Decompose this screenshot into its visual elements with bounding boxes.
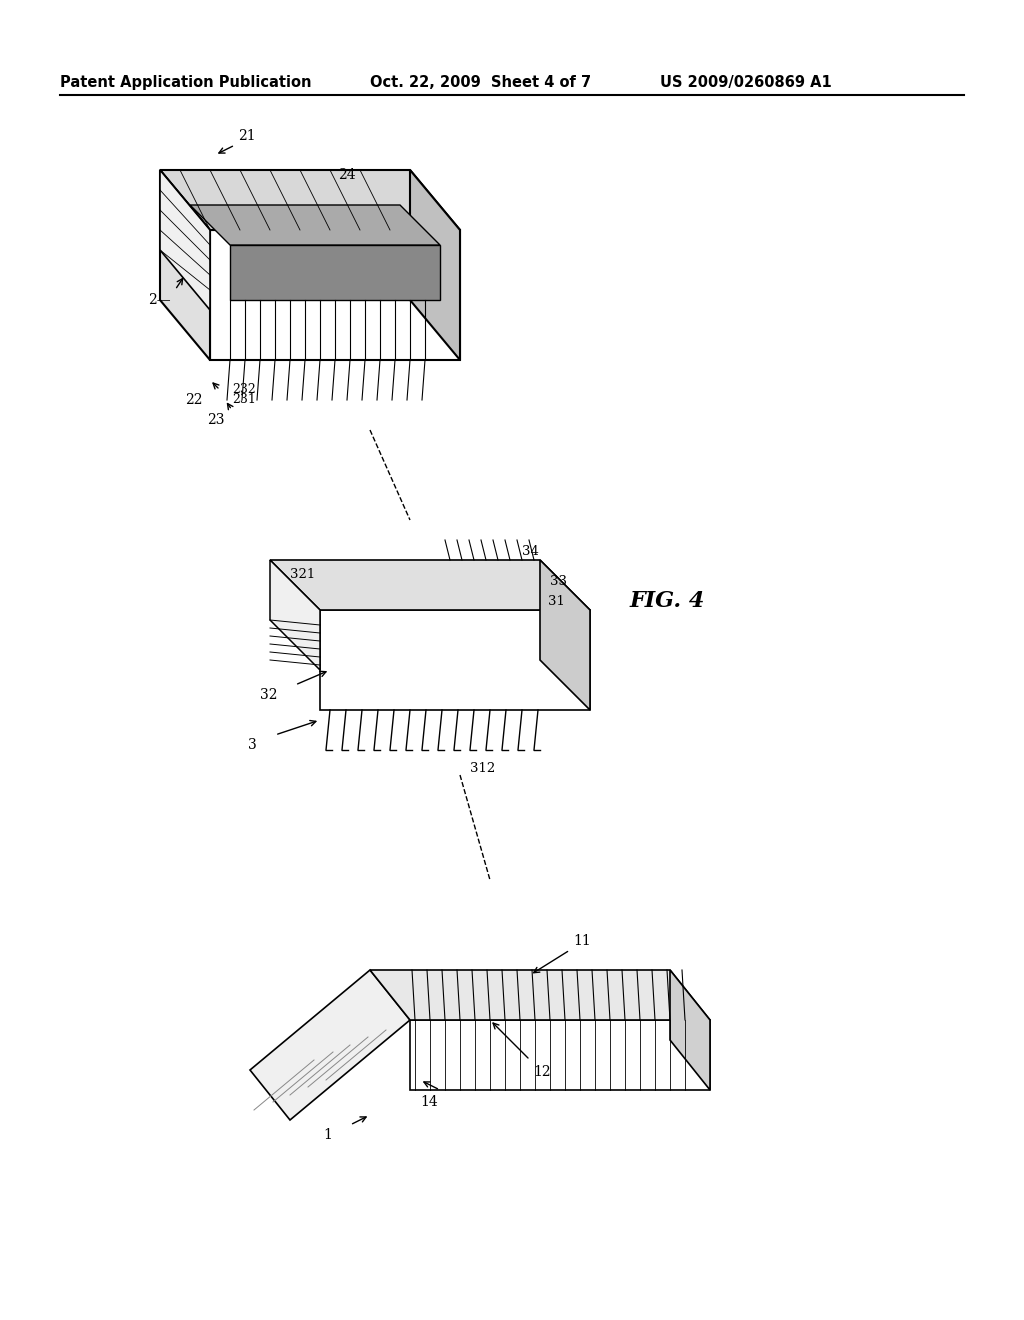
Text: 32: 32 xyxy=(260,688,278,702)
Text: 1: 1 xyxy=(323,1129,332,1142)
Polygon shape xyxy=(210,230,460,360)
Text: 34: 34 xyxy=(522,545,539,558)
Polygon shape xyxy=(270,560,319,671)
Text: 231: 231 xyxy=(232,393,256,407)
Polygon shape xyxy=(160,170,210,310)
Text: 31: 31 xyxy=(548,595,565,609)
Text: 24: 24 xyxy=(338,168,355,182)
Text: Patent Application Publication: Patent Application Publication xyxy=(60,75,311,90)
Text: 21: 21 xyxy=(238,129,256,143)
Polygon shape xyxy=(410,1020,710,1090)
Text: 23: 23 xyxy=(207,413,224,426)
Text: 3: 3 xyxy=(248,738,257,752)
Polygon shape xyxy=(370,970,710,1020)
Text: 232: 232 xyxy=(232,383,256,396)
Text: 312: 312 xyxy=(470,762,496,775)
Text: 11: 11 xyxy=(573,935,591,948)
Text: FIG. 4: FIG. 4 xyxy=(630,590,706,612)
Text: 22: 22 xyxy=(185,393,203,407)
Text: 321: 321 xyxy=(290,568,315,581)
Text: 2—: 2— xyxy=(148,293,171,308)
Polygon shape xyxy=(190,205,440,246)
Text: US 2009/0260869 A1: US 2009/0260869 A1 xyxy=(660,75,831,90)
Polygon shape xyxy=(319,610,590,710)
Polygon shape xyxy=(410,170,460,360)
Polygon shape xyxy=(540,560,590,710)
Text: Oct. 22, 2009  Sheet 4 of 7: Oct. 22, 2009 Sheet 4 of 7 xyxy=(370,75,591,90)
Text: 33: 33 xyxy=(550,576,567,587)
Polygon shape xyxy=(160,170,210,360)
Polygon shape xyxy=(230,246,440,300)
Polygon shape xyxy=(250,970,410,1119)
Polygon shape xyxy=(270,560,590,610)
Text: 14: 14 xyxy=(420,1096,437,1109)
Polygon shape xyxy=(670,970,710,1090)
Polygon shape xyxy=(160,170,460,230)
Text: 12: 12 xyxy=(534,1065,551,1078)
